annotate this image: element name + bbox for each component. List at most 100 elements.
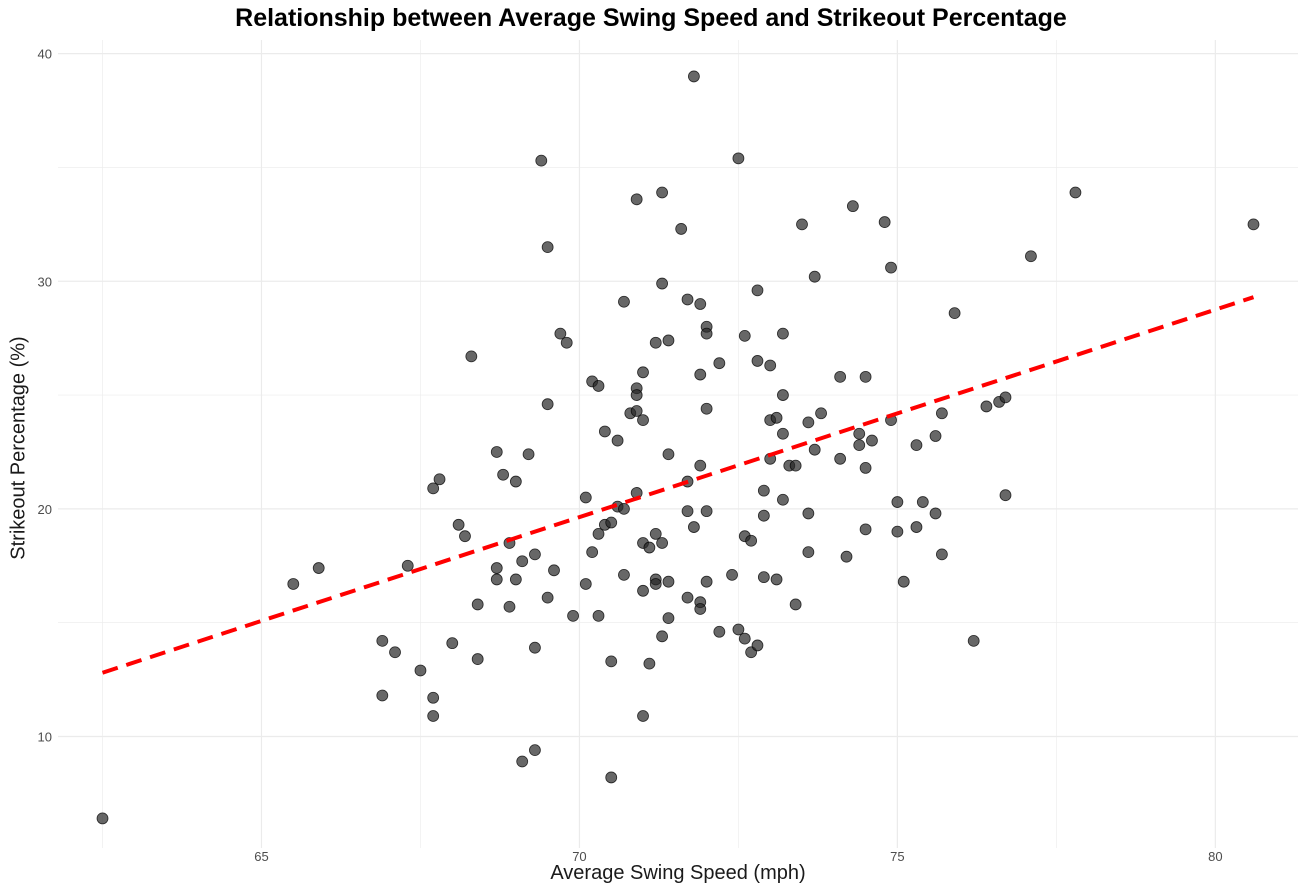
data-point bbox=[662, 575, 675, 588]
data-point bbox=[713, 625, 726, 638]
data-point bbox=[287, 578, 300, 590]
data-point bbox=[878, 216, 891, 228]
data-point bbox=[567, 609, 579, 622]
data-point bbox=[738, 329, 751, 342]
data-point bbox=[967, 634, 980, 647]
x-axis-ticks: 65 70 75 80 bbox=[254, 849, 1222, 864]
data-point bbox=[649, 336, 662, 349]
data-point bbox=[694, 603, 707, 615]
data-point bbox=[802, 546, 815, 559]
data-point bbox=[681, 293, 694, 306]
data-point bbox=[694, 368, 707, 381]
data-point bbox=[427, 482, 440, 495]
data-point bbox=[770, 411, 783, 424]
x-tick-label: 80 bbox=[1208, 849, 1222, 864]
data-point bbox=[554, 327, 567, 340]
data-point bbox=[662, 334, 675, 347]
data-point bbox=[935, 407, 948, 420]
y-axis-label: Strikeout Percentage (%) bbox=[7, 336, 30, 560]
data-point bbox=[401, 559, 414, 572]
data-point bbox=[611, 434, 624, 447]
data-point bbox=[605, 771, 618, 784]
data-point bbox=[840, 550, 853, 563]
data-point bbox=[948, 307, 961, 320]
data-point bbox=[757, 509, 770, 522]
data-point bbox=[541, 398, 554, 411]
data-point bbox=[643, 657, 656, 670]
data-point bbox=[789, 459, 802, 472]
data-point bbox=[700, 505, 713, 518]
data-point bbox=[630, 389, 643, 401]
data-point bbox=[681, 591, 694, 604]
data-point bbox=[643, 541, 656, 554]
data-point bbox=[516, 555, 529, 568]
data-point bbox=[312, 562, 325, 574]
data-point bbox=[579, 578, 592, 590]
data-point bbox=[687, 521, 700, 533]
data-point bbox=[586, 546, 599, 559]
data-point bbox=[592, 380, 605, 392]
data-point bbox=[96, 812, 109, 825]
x-tick-label: 75 bbox=[890, 849, 904, 864]
data-point bbox=[618, 295, 630, 308]
data-point bbox=[796, 218, 808, 231]
data-point bbox=[637, 366, 649, 379]
x-axis-label: Average Swing Speed (mph) bbox=[550, 862, 806, 884]
data-point bbox=[885, 261, 897, 274]
data-point bbox=[929, 430, 942, 442]
data-point bbox=[745, 534, 758, 547]
minor-gridlines bbox=[58, 40, 1298, 848]
data-point bbox=[935, 548, 948, 561]
data-point bbox=[618, 568, 630, 581]
data-point bbox=[694, 298, 707, 310]
data-point bbox=[490, 573, 503, 586]
data-point bbox=[700, 575, 713, 588]
data-point bbox=[897, 575, 910, 588]
data-point bbox=[1025, 250, 1037, 263]
major-gridlines bbox=[58, 40, 1298, 848]
data-point bbox=[999, 489, 1012, 502]
data-point bbox=[732, 623, 745, 636]
y-axis-ticks: 10 20 30 40 bbox=[38, 47, 52, 745]
data-point bbox=[452, 518, 465, 531]
data-point bbox=[751, 639, 764, 652]
data-point bbox=[929, 507, 942, 520]
data-point bbox=[465, 350, 478, 363]
x-tick-label: 65 bbox=[254, 849, 268, 864]
data-point bbox=[700, 327, 713, 340]
data-point bbox=[592, 609, 605, 622]
data-point bbox=[427, 710, 440, 722]
data-point bbox=[630, 405, 643, 417]
data-point bbox=[751, 284, 764, 297]
data-point bbox=[910, 439, 923, 452]
y-tick-label: 30 bbox=[38, 274, 52, 289]
data-point bbox=[777, 389, 789, 401]
trend-line bbox=[101, 295, 1255, 675]
chart-title: Relationship between Average Swing Speed… bbox=[235, 4, 1067, 32]
data-point bbox=[490, 562, 503, 574]
data-point bbox=[529, 548, 541, 561]
data-point bbox=[726, 568, 738, 581]
data-point bbox=[541, 241, 554, 254]
data-point bbox=[891, 496, 904, 508]
data-point bbox=[630, 193, 643, 206]
data-point bbox=[694, 459, 707, 472]
data-point bbox=[687, 70, 700, 83]
data-point bbox=[446, 637, 459, 650]
data-point bbox=[777, 427, 789, 440]
data-point bbox=[662, 612, 675, 625]
data-point bbox=[662, 448, 675, 461]
data-point bbox=[910, 521, 923, 533]
data-point bbox=[738, 632, 751, 645]
y-tick-label: 10 bbox=[38, 729, 52, 744]
data-point bbox=[656, 537, 669, 549]
data-point bbox=[732, 152, 745, 165]
data-point bbox=[529, 744, 541, 757]
data-point bbox=[598, 425, 611, 438]
data-point bbox=[637, 584, 649, 597]
data-point bbox=[637, 414, 649, 427]
data-point bbox=[713, 357, 726, 370]
data-point bbox=[916, 496, 929, 508]
